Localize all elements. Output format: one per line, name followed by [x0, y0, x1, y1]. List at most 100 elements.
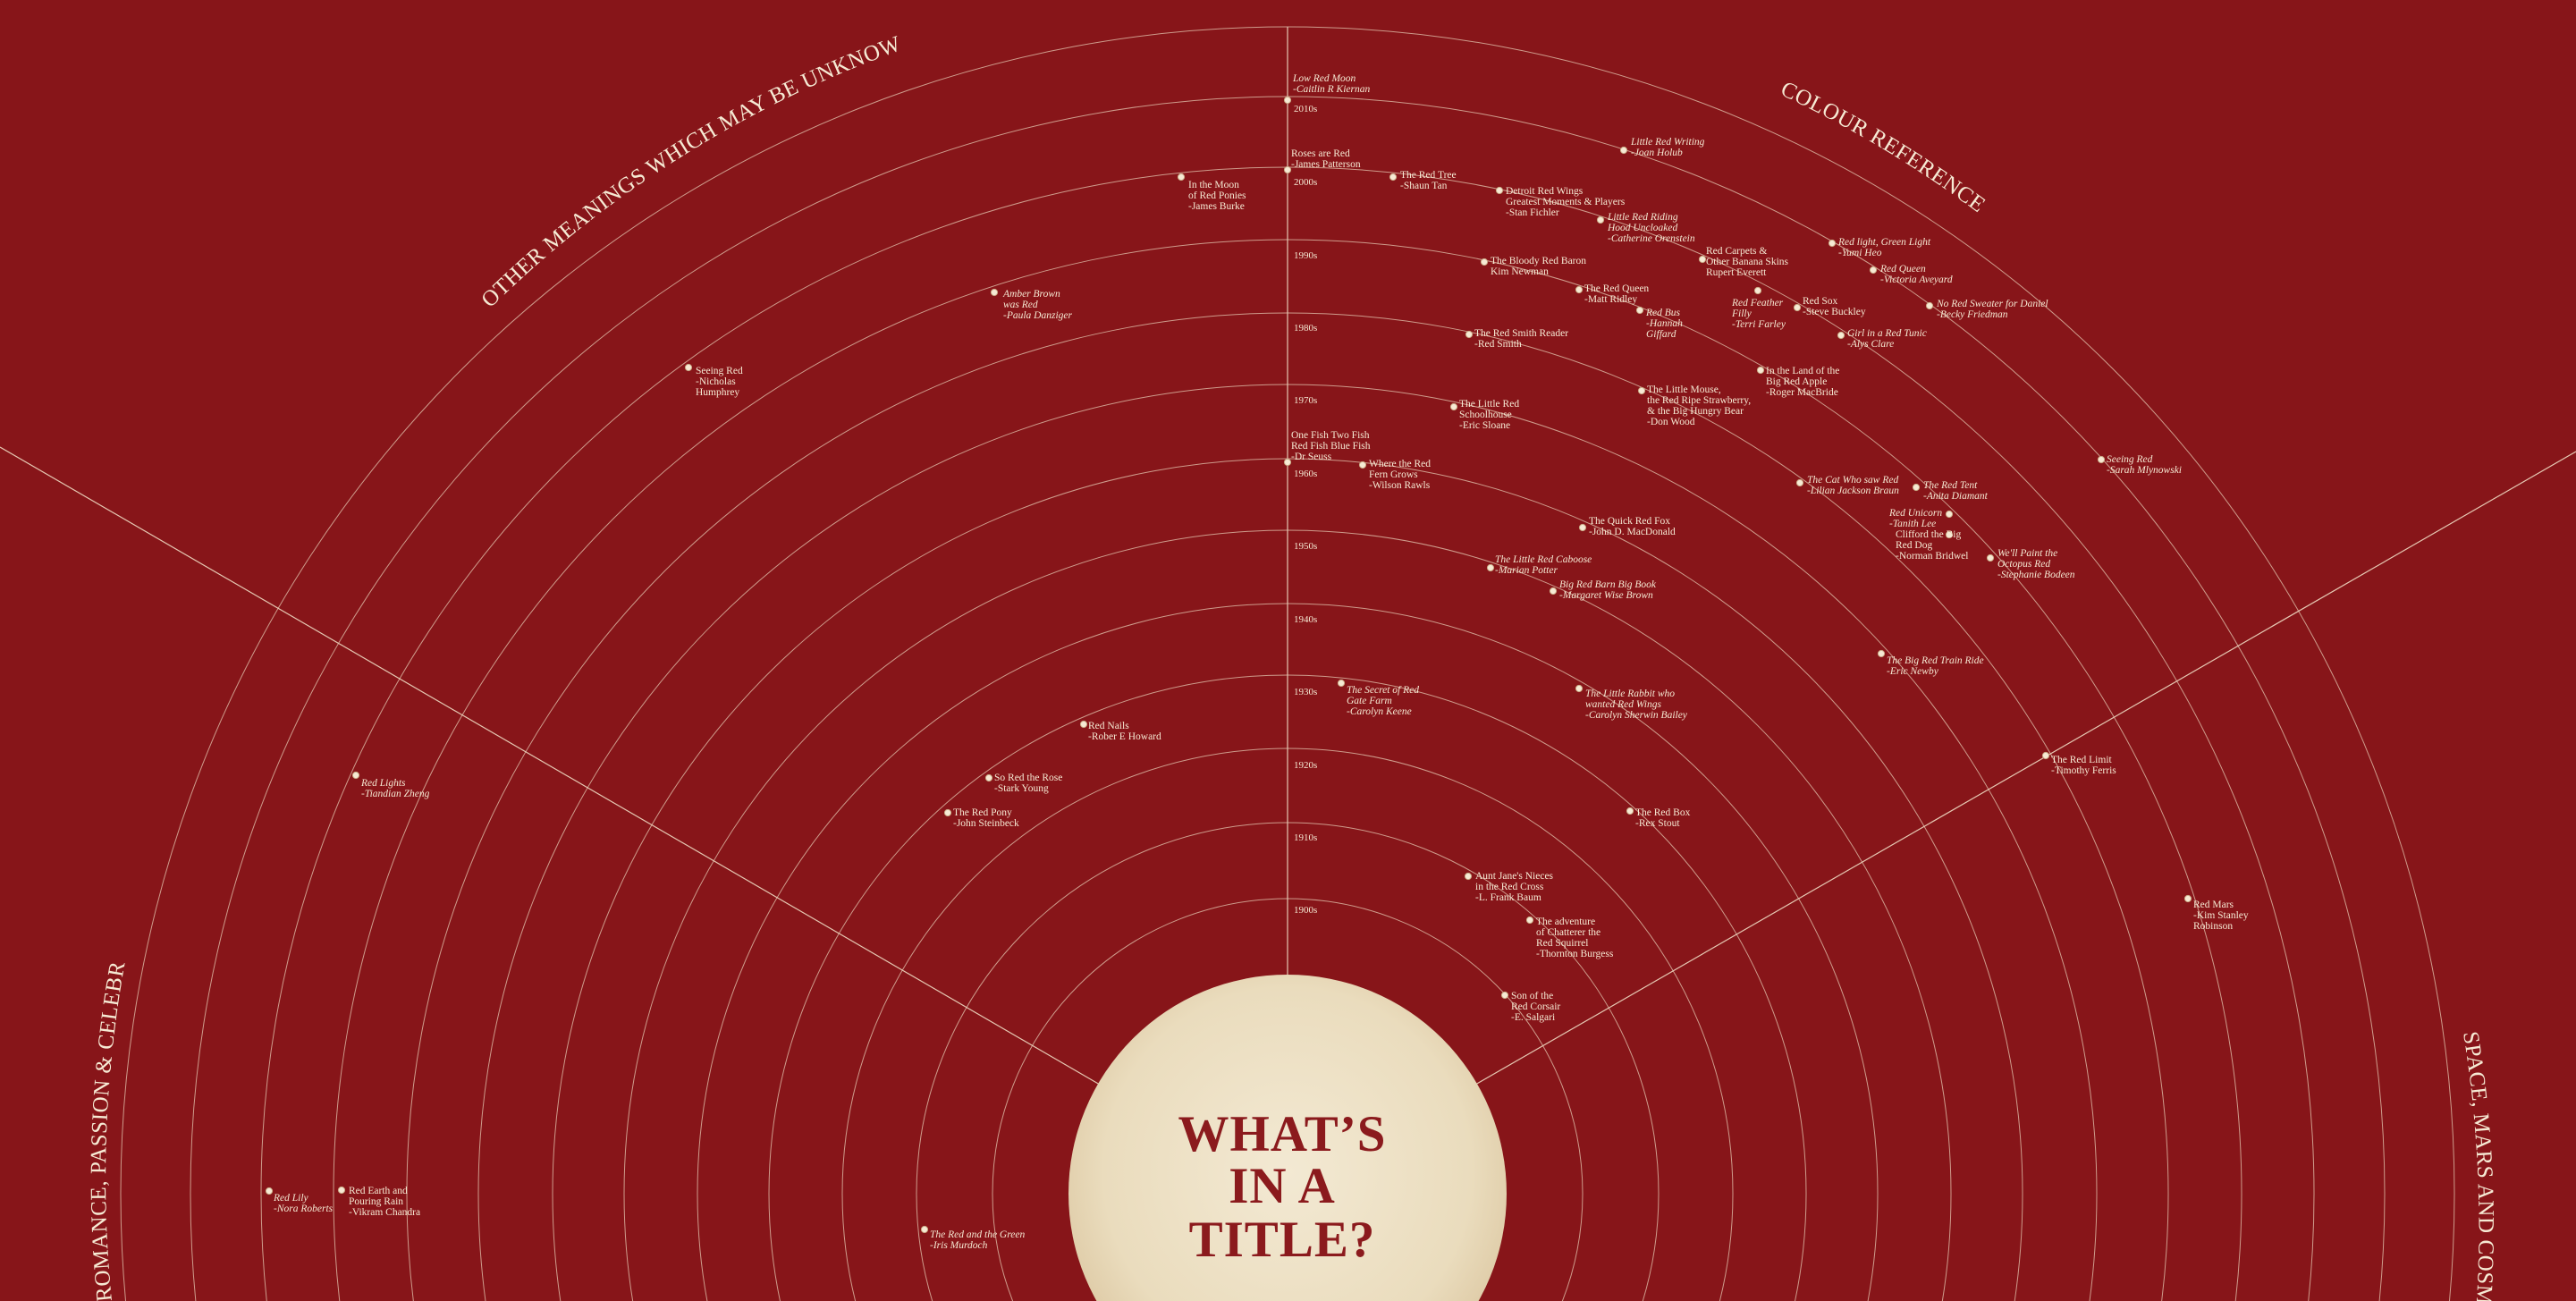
book-marker: The Quick Red Fox -John D. MacDonald	[1578, 516, 1676, 537]
book-dot	[1389, 173, 1398, 182]
book-label-line: The Red Pony	[953, 807, 1012, 818]
title-line-3: TITLE?	[1189, 1212, 1376, 1268]
book-label-line: The Secret of Red	[1347, 685, 1419, 696]
book-label-line: Where the Red	[1369, 459, 1431, 469]
book-dot	[920, 1225, 929, 1234]
book-marker: The Secret of Red Gate Farm -Carolyn Keene	[1337, 679, 1419, 717]
book-dot	[1912, 483, 1921, 492]
book-label-line: -Carolyn Sherwin Bailey	[1585, 710, 1688, 721]
book-dot	[1465, 330, 1474, 339]
book-label: In the Land of the Big Red Apple -Roger Ma…	[1766, 366, 1839, 398]
book-marker: The Little Mouse, the Red Ripe Strawberry…	[1637, 384, 1751, 427]
book-label: Red Sox -Steve Buckley	[1803, 296, 1866, 317]
book-label: The Bloody Red Baron Kim Newman	[1491, 256, 1586, 277]
book-label: Little Red Writing -Joan Holub	[1630, 137, 1705, 158]
book-label-line: Greatest Moments & Players	[1506, 197, 1626, 207]
book-label: Red light, Green Light -Yumi Heo	[1837, 237, 1931, 258]
book-dot	[1945, 510, 1954, 519]
book-label-line: Red Unicorn	[1888, 508, 1942, 519]
book-marker: The Bloody Red Baron Kim Newman	[1480, 256, 1586, 277]
book-label-line: The Red Tent	[1923, 480, 1978, 491]
book-label-line: Hood Uncloaked	[1607, 223, 1677, 233]
book-label-line: -Wilson Rawls	[1369, 480, 1431, 491]
book-label-line: We'll Paint the	[1997, 548, 2057, 559]
book-label-line: Clifford the Big	[1896, 529, 1962, 540]
book-label: Red Nails -Rober E Howard	[1088, 721, 1161, 742]
decade-label: 1980s	[1294, 323, 1317, 334]
book-label-line: -James Patterson	[1291, 159, 1361, 170]
book-label-line: -Red Smith	[1474, 339, 1522, 350]
book-marker: Red Earth and Pouring Rain -Vikram Chandra	[337, 1186, 420, 1218]
book-label-line: Red Feather	[1731, 298, 1784, 308]
book-dot	[1619, 146, 1628, 155]
book-label-line: Other Banana Skins	[1706, 257, 1789, 267]
book-marker: The Red Box -Rex Stout	[1626, 807, 1691, 829]
book-label-line: Red Squirrel	[1536, 938, 1588, 949]
book-label-line: -Shaun Tan	[1400, 181, 1448, 191]
book-dot	[1575, 285, 1584, 294]
decade-label: 1950s	[1294, 541, 1317, 552]
book-label-line: -Iris Murdoch	[930, 1240, 988, 1251]
book-label-line: Red Dog	[1896, 540, 1932, 551]
section-divider	[0, 446, 1101, 1086]
book-label: Red Queen -Victoria Aveyard	[1879, 264, 1953, 285]
book-label: Aunt Jane's Nieces in the Red Cross -L. Fr…	[1475, 871, 1554, 903]
book-label-line: Red Carpets &	[1706, 246, 1767, 257]
book-dot	[2183, 894, 2192, 903]
book-dot	[1753, 286, 1762, 295]
book-label-line: The Red Queen	[1584, 283, 1649, 294]
book-dot	[1480, 258, 1489, 266]
book-label: The Little Red Schoolhouse -Eric Sloane	[1459, 399, 1519, 431]
book-label-line: Humphrey	[696, 387, 739, 398]
book-label: Red Carpets & Other Banana Skins Rupert Ev…	[1706, 246, 1789, 278]
book-dot	[1283, 165, 1292, 174]
book-label-line: -Margaret Wise Brown	[1559, 590, 1653, 601]
book-label-line: The Little Mouse,	[1647, 384, 1721, 395]
book-marker: In the Moon of Red Ponies -James Burke	[1177, 173, 1246, 212]
book-label-line: Roses are Red	[1291, 148, 1350, 159]
book-label: The Red and the Green -Iris Murdoch	[930, 1229, 1025, 1251]
decade-label: 2000s	[1294, 177, 1317, 188]
book-label-line: -James Burke	[1188, 201, 1245, 212]
book-marker: Seeing Red -Nicholas Humphrey	[684, 363, 743, 398]
book-dot	[1575, 684, 1584, 693]
book-label-line: -Norman Bridwel	[1896, 551, 1968, 562]
decade-label: 1930s	[1294, 687, 1317, 697]
book-label-line: -Alys Clare	[1847, 339, 1894, 350]
book-label-line: -Becky Friedman	[1937, 309, 2008, 320]
book-dot	[943, 808, 952, 817]
book-marker: The Red and the Green -Iris Murdoch	[920, 1225, 1025, 1251]
book-label-line: The Little Red Caboose	[1495, 554, 1592, 565]
book-marker: Little Red Riding Hood Uncloaked -Catherin…	[1596, 212, 1695, 244]
book-label-line: -Lilian Jackson Braun	[1807, 486, 1899, 496]
section-dividers	[0, 27, 2576, 1086]
book-label-line: -Thornton Burgess	[1536, 949, 1614, 959]
book-label-line: In the Moon	[1188, 180, 1239, 190]
book-dot	[1464, 872, 1473, 881]
book-dot	[1626, 807, 1634, 815]
book-label-line: -Matt Ridley	[1584, 294, 1637, 305]
book-label: The adventure of Chatterer the Red Squirre…	[1536, 917, 1614, 959]
book-label-line: The Quick Red Fox	[1589, 516, 1670, 527]
book-label-line: Red Bus	[1645, 308, 1681, 318]
book-dot	[1635, 306, 1644, 315]
book-label-line: Fern Grows	[1369, 469, 1418, 480]
book-label: We'll Paint the Octopus Red -Stephanie Bod…	[1997, 548, 2075, 580]
book-label-line: In the Land of the	[1766, 366, 1839, 376]
book-label-line: -Vikram Chandra	[349, 1207, 420, 1218]
book-marker: The Red Limit -Timothy Ferris	[2041, 751, 2116, 776]
book-label-line: So Red the Rose	[994, 773, 1062, 783]
book-label-line: Big Red Apple	[1766, 376, 1827, 387]
book-dot	[1756, 366, 1765, 375]
book-marker: Detroit Red Wings Greatest Moments & Play…	[1495, 186, 1626, 218]
book-marker: The Red Tree -Shaun Tan	[1389, 170, 1457, 191]
book-dot	[351, 771, 360, 780]
book-label-line: Son of the	[1511, 991, 1553, 1001]
decade-label: 1990s	[1294, 250, 1317, 261]
center-circle	[1068, 975, 1507, 1301]
book-marker: Little Red Writing -Joan Holub	[1619, 137, 1705, 158]
book-marker: Red Queen -Victoria Aveyard	[1869, 264, 1953, 285]
book-label-line: Low Red Moon	[1292, 73, 1356, 84]
book-dot	[1945, 530, 1954, 539]
